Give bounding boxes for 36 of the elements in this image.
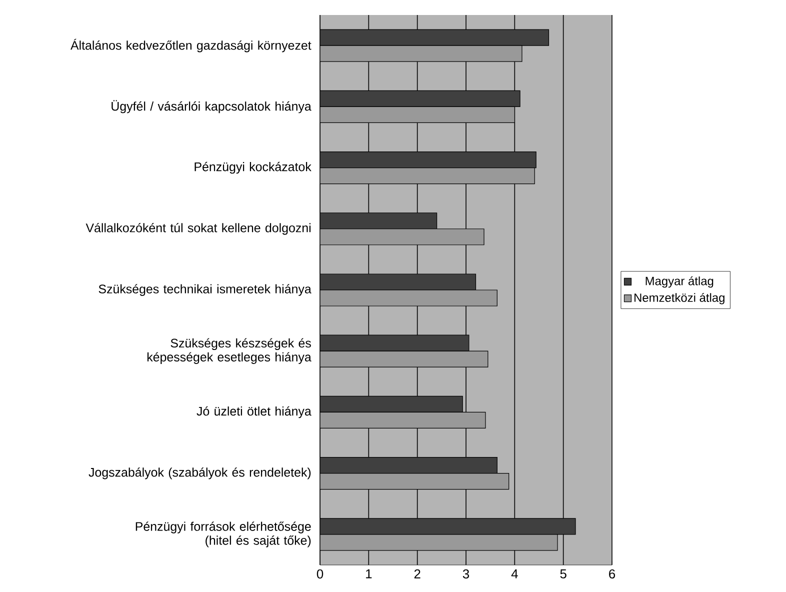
y-tick-label: Vállalkozóként túl sokat kellene dolgozni (86, 223, 311, 235)
bar (320, 334, 470, 352)
bar (320, 473, 510, 490)
x-tick-label: 2 (414, 569, 420, 578)
y-tick-label: Szükséges készségek és képességek esetleges hiánya (147, 338, 312, 364)
bar (320, 45, 522, 62)
bar (320, 396, 463, 413)
bar (320, 350, 488, 368)
bar (320, 29, 550, 46)
bar (320, 151, 536, 168)
x-tick-label: 1 (366, 569, 372, 578)
bar (320, 90, 520, 107)
y-tick-label: Általános kedvezőtlen gazdasági környezet (70, 38, 312, 52)
bar (320, 106, 515, 123)
x-tick-label: 3 (462, 569, 470, 579)
bar (320, 290, 498, 306)
y-tick-label: Pénzügyi források elérhetősége (hitel és saját tőke) (136, 522, 311, 548)
bar (320, 534, 558, 551)
y-tick-label: Pénzügyi kockázatok (194, 162, 312, 174)
bar (320, 457, 498, 474)
y-tick-label: Jó üzleti ötlet hiánya (196, 406, 312, 418)
x-tick-label: 6 (609, 569, 616, 579)
x-tick-label: 5 (560, 569, 566, 578)
legend-label: Nemzetközi átlag (634, 292, 724, 304)
x-tick-label: 0 (316, 569, 324, 579)
bar (320, 518, 576, 535)
y-tick-label: Szükséges technikai ismeretek hiánya (98, 284, 312, 296)
y-tick-label: Ügyfél / vásárlói kapcsolatok hiánya (112, 100, 312, 114)
bar (320, 274, 476, 290)
bar (320, 167, 535, 184)
y-tick-label: Jogszabályok (szabályok és rendeletek) (88, 467, 311, 480)
bar (320, 228, 484, 246)
bar (320, 412, 486, 429)
legend-label: Magyar átlag (646, 276, 714, 288)
bar (320, 212, 438, 230)
x-tick-label: 4 (511, 569, 518, 578)
